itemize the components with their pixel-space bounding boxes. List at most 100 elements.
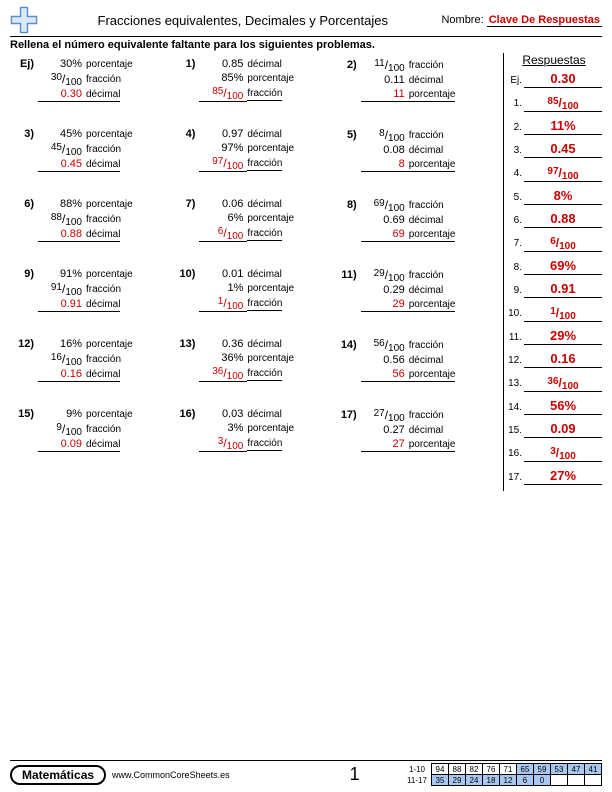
answer-row: 7.6/100 [506, 234, 602, 252]
problem-value: 85% [199, 72, 247, 84]
answer-row: 10.1/100 [506, 304, 602, 322]
problem-row: 6/100fracción [173, 225, 326, 243]
problem-row: 1%porcentaje [173, 281, 326, 295]
problem-value: 88/100 [38, 212, 86, 226]
answer-number: 12. [506, 355, 524, 366]
problem-row: 1/100fracción [173, 295, 326, 313]
problem-label: porcentaje [409, 229, 456, 242]
score-grid: 1-109488827671655953474111-1735292418126… [405, 763, 602, 786]
instructions: Rellena el número equivalente faltante p… [10, 39, 602, 51]
problem-number: 13) [173, 338, 199, 350]
problem-label: décimal [86, 439, 120, 452]
answer-row: 15.0.09 [506, 421, 602, 438]
answer-row: 9.0.91 [506, 281, 602, 298]
answer-number: 3. [506, 145, 524, 156]
problem: 3)45%porcentaje45/100fracción0.45décimal [10, 123, 171, 193]
problem-value: 30/100 [38, 72, 86, 86]
answer-row: 17.27% [506, 468, 602, 485]
problem-row: 8porcentaje [335, 157, 488, 173]
problem-label: fracción [247, 368, 282, 381]
problem-value: 0.27 [361, 424, 409, 436]
problem: 2)11/100fracción0.11décimal11porcentaje [333, 53, 494, 123]
problem-label: fracción [247, 298, 282, 311]
problem-label: fracción [86, 284, 121, 295]
problem-value: 6% [199, 212, 247, 224]
problem-label: porcentaje [86, 339, 133, 350]
problem-value: 9/100 [38, 422, 86, 436]
answer-row: 3.0.45 [506, 141, 602, 158]
problem: 9)91%porcentaje91/100fracción0.91décimal [10, 263, 171, 333]
problem-value: 69/100 [361, 198, 409, 212]
problem-row: 9/100fracción [12, 421, 165, 437]
problem-value: 27 [361, 438, 409, 452]
problem-row: 0.16décimal [12, 367, 165, 383]
problem-value: 29/100 [361, 268, 409, 282]
problem-row: 3%porcentaje [173, 421, 326, 435]
problem: 7)0.06décimal6%porcentaje6/100fracción [171, 193, 332, 263]
problem-value: 36/100 [199, 366, 247, 382]
answer-number: 16. [506, 448, 524, 459]
problem-row: 2)11/100fracción [335, 57, 488, 73]
answer-value: 0.88 [524, 211, 602, 228]
problem-row: 97%porcentaje [173, 141, 326, 155]
problem-value: 69 [361, 228, 409, 242]
problem-row: 30/100fracción [12, 71, 165, 87]
problem-label: décimal [86, 369, 120, 382]
problem-row: 13)0.36décimal [173, 337, 326, 351]
problem-label: fracción [409, 130, 444, 141]
answer-row: 13.36/100 [506, 374, 602, 392]
problem-label: décimal [409, 215, 443, 226]
answer-number: 2. [506, 122, 524, 133]
problem-row: 0.29décimal [335, 283, 488, 297]
problem-value: 0.03 [199, 408, 247, 420]
problem-value: 97% [199, 142, 247, 154]
answer-value: 69% [524, 258, 602, 275]
problem-row: 16/100fracción [12, 351, 165, 367]
problem-value: 9% [38, 408, 86, 420]
answer-value: 36/100 [524, 374, 602, 392]
problem: 11)29/100fracción0.29décimal29porcentaje [333, 263, 494, 333]
problem-label: décimal [409, 145, 443, 156]
problem-label: fracción [86, 354, 121, 365]
problem-value: 0.11 [361, 74, 409, 86]
problem-label: fracción [409, 340, 444, 351]
problem-number: 7) [173, 198, 199, 210]
plus-icon [10, 6, 38, 34]
problem-number: 9) [12, 268, 38, 280]
problem-row: 27porcentaje [335, 437, 488, 453]
problem-value: 8/100 [361, 128, 409, 142]
problem-value: 1% [199, 282, 247, 294]
answer-row: 14.56% [506, 398, 602, 415]
problem-value: 0.29 [361, 284, 409, 296]
problem-label: porcentaje [247, 143, 294, 154]
answer-value: 0.16 [524, 351, 602, 368]
problem-row: 29porcentaje [335, 297, 488, 313]
answer-value: 6/100 [524, 234, 602, 252]
problem-label: décimal [409, 75, 443, 86]
problem-row: 11)29/100fracción [335, 267, 488, 283]
problem-value: 91% [38, 268, 86, 280]
answer-number: 13. [506, 378, 524, 389]
problem-row: 12)16%porcentaje [12, 337, 165, 351]
problem-value: 56 [361, 368, 409, 382]
problem-row: Ej)30%porcentaje [12, 57, 165, 71]
problem-label: porcentaje [86, 269, 133, 280]
answer-number: 15. [506, 425, 524, 436]
problem-value: 0.08 [361, 144, 409, 156]
answer-value: 0.91 [524, 281, 602, 298]
problem-row: 0.30décimal [12, 87, 165, 103]
problem-label: décimal [247, 409, 281, 420]
answer-value: 85/100 [524, 94, 602, 112]
problem-label: fracción [409, 410, 444, 421]
problem-row: 7)0.06décimal [173, 197, 326, 211]
answer-key-label: Clave De Respuestas [487, 14, 602, 27]
problem: 8)69/100fracción0.69décimal69porcentaje [333, 193, 494, 263]
answer-number: 5. [506, 192, 524, 203]
problem-number: 14) [335, 339, 361, 351]
answer-value: 0.30 [524, 71, 602, 88]
problem-label: porcentaje [247, 283, 294, 294]
problem-label: fracción [247, 158, 282, 171]
problem-number: 11) [335, 269, 361, 281]
problem-label: porcentaje [247, 213, 294, 224]
problem-value: 11/100 [361, 58, 409, 72]
